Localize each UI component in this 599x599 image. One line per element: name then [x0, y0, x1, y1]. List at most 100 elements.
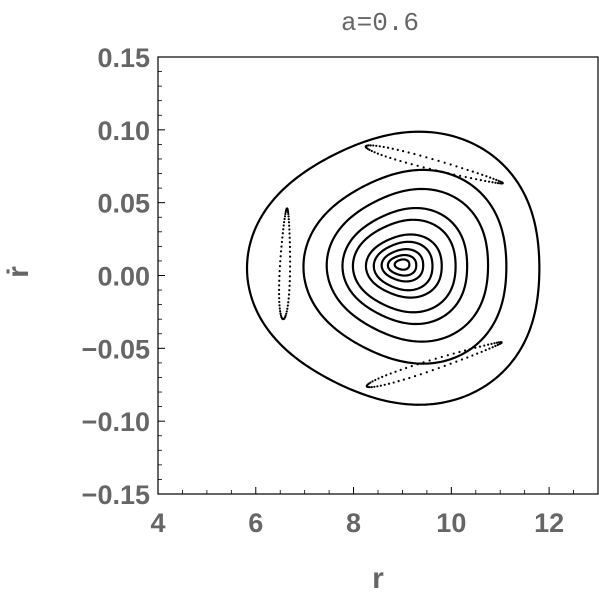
island-point [497, 341, 501, 344]
island-point [455, 360, 458, 363]
island-point [394, 370, 397, 373]
island-point [373, 385, 376, 388]
island-point [474, 346, 477, 349]
island-point [370, 149, 373, 153]
island-point [278, 304, 281, 307]
island-point [278, 297, 281, 300]
island-point [379, 384, 382, 387]
island-point [277, 288, 281, 291]
orbit-curve [386, 253, 418, 277]
x-axis: 4 6 8 10 12 [150, 487, 599, 538]
island-point [402, 150, 405, 153]
island-point [279, 250, 283, 253]
island-point [460, 358, 464, 361]
island-point [288, 224, 291, 227]
island-point [416, 164, 419, 167]
island-point [453, 173, 456, 176]
island-point [368, 386, 371, 389]
island-point [443, 364, 446, 368]
island-point [384, 155, 387, 158]
island-point [366, 147, 369, 150]
island-point [286, 304, 289, 307]
island-point [476, 352, 479, 355]
island-point [434, 169, 438, 172]
island-point [377, 377, 380, 380]
x-tick-label: 8 [346, 508, 361, 538]
island-point [428, 167, 431, 170]
island-point [404, 161, 408, 164]
orbit-curve [302, 168, 508, 365]
island-point [410, 365, 413, 368]
island-point [493, 342, 496, 345]
island-point [284, 210, 287, 214]
island-point [281, 232, 284, 235]
island-point [278, 269, 281, 273]
island-point [285, 312, 288, 315]
island-point [492, 177, 495, 180]
island-point [413, 152, 416, 156]
chart-title: a=0.6 [341, 8, 419, 38]
island-point [396, 148, 399, 151]
island-point [288, 245, 292, 248]
island-point [374, 378, 377, 382]
island-point [471, 170, 474, 173]
island-point [279, 310, 282, 313]
island-point [380, 153, 383, 157]
island-point [437, 159, 440, 162]
y-axis-label: ṙ [2, 266, 35, 278]
island-point [500, 341, 503, 344]
island-point [278, 265, 282, 268]
island-point [501, 182, 504, 185]
island-point [449, 163, 452, 166]
island-point [440, 355, 443, 359]
island-point [447, 172, 450, 175]
island-point [413, 375, 417, 378]
island-point [287, 301, 290, 304]
island-point [284, 314, 287, 317]
island-point [288, 284, 291, 287]
island-point [495, 341, 499, 344]
island-point [476, 172, 479, 175]
island-point [416, 363, 419, 366]
island-point [289, 260, 292, 263]
island-point [491, 181, 494, 184]
x-axis-label: r [372, 562, 384, 595]
island-point [280, 240, 284, 244]
x-tick-label: 10 [436, 508, 466, 538]
y-tick-label: 0.10 [97, 116, 150, 146]
x-tick-label: 12 [534, 508, 564, 538]
plot-area [245, 130, 541, 406]
island-point [464, 175, 467, 179]
island-point [368, 148, 371, 151]
island-point [376, 385, 379, 388]
island-point [283, 217, 286, 221]
island-point [371, 380, 374, 383]
island-point [488, 347, 491, 350]
island-point [288, 270, 292, 273]
island-point [466, 168, 469, 172]
island-point [378, 145, 381, 148]
island-point [382, 145, 385, 149]
island-point [369, 381, 372, 384]
island-point [277, 293, 281, 296]
island-point [428, 359, 431, 362]
island-point [285, 310, 288, 313]
island-point [389, 372, 392, 375]
island-point [288, 280, 291, 283]
island-point [287, 221, 291, 224]
island-point [419, 373, 422, 376]
island-point [425, 156, 428, 159]
island-point [443, 161, 446, 164]
island-point [483, 344, 486, 347]
island-point [495, 178, 498, 181]
island-point [386, 146, 390, 149]
island-point [288, 255, 292, 258]
island-point [499, 180, 502, 183]
island-point [391, 147, 394, 150]
island-point [287, 293, 291, 296]
x-tick-label: 4 [150, 508, 165, 538]
island-point [496, 343, 499, 347]
island-point [381, 375, 384, 378]
island-point [408, 376, 411, 380]
island-point [481, 173, 484, 176]
